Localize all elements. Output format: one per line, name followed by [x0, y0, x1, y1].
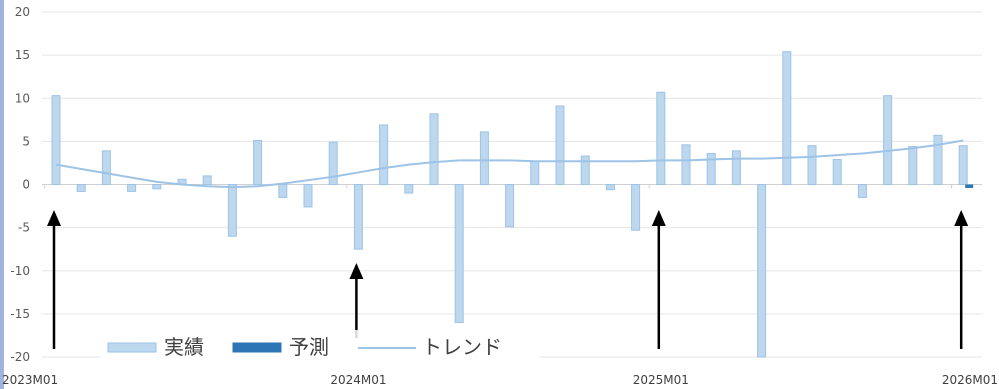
bar-actual	[782, 51, 792, 185]
x-tick-label: 2025M01	[633, 373, 689, 387]
bar-actual	[731, 150, 741, 186]
bar-actual	[883, 95, 893, 185]
y-tick-label: -15	[10, 307, 30, 321]
y-tick-label: 20	[15, 5, 30, 19]
bar-actual	[152, 184, 162, 190]
y-tick-label: 10	[15, 91, 30, 105]
y-tick-label: 0	[22, 178, 30, 192]
y-tick-label: -5	[18, 221, 30, 235]
x-tick-label: 2024M01	[330, 373, 386, 387]
bar-actual	[101, 150, 111, 186]
annotation-arrow	[954, 210, 969, 349]
legend-label: トレンド	[422, 335, 502, 359]
bar-actual	[958, 145, 968, 185]
bar-actual	[227, 184, 237, 237]
legend-background	[100, 330, 540, 358]
bar-actual	[530, 160, 540, 185]
bar-forecast	[965, 184, 974, 188]
bar-actual	[127, 184, 137, 192]
bar-actual	[278, 184, 288, 198]
bar-actual	[505, 184, 515, 228]
bar-actual	[908, 146, 918, 186]
bar-actual	[631, 184, 641, 231]
bar-actual	[757, 184, 767, 358]
left-border-stripe	[0, 0, 4, 389]
bar-actual	[807, 145, 817, 185]
legend-item: 予測	[232, 335, 329, 359]
bar-actual	[832, 158, 842, 186]
annotation-arrow	[47, 210, 61, 349]
legend-item: トレンド	[358, 335, 502, 359]
bar-actual	[555, 105, 565, 185]
bar-actual	[656, 91, 666, 185]
arrow-head	[651, 210, 666, 226]
x-tick-label: 2026M01	[942, 373, 998, 387]
y-tick-label: -20	[10, 350, 30, 364]
legend-item: 実績	[107, 335, 204, 359]
legend-swatch	[232, 342, 282, 353]
bar-actual	[404, 184, 414, 194]
bar-actual	[51, 95, 61, 185]
bar-actual	[681, 144, 691, 185]
y-tick-label: 5	[22, 134, 30, 148]
annotation-arrow	[651, 210, 666, 349]
legend-label: 実績	[164, 335, 204, 359]
arrow-head	[954, 210, 969, 226]
arrow-head	[349, 263, 364, 279]
y-tick-label: 15	[15, 48, 30, 62]
bar-actual	[580, 155, 590, 186]
bar-actual	[933, 134, 943, 185]
annotation-arrow	[349, 263, 364, 338]
bar-actual	[479, 131, 489, 185]
bar-actual	[605, 184, 615, 191]
bar-actual	[454, 184, 464, 323]
arrow-head	[47, 210, 61, 226]
bar-actual	[857, 184, 867, 198]
bar-actual	[76, 184, 86, 192]
bar-actual	[353, 184, 363, 250]
legend-swatch	[107, 342, 157, 353]
x-tick-label: 2023M01	[2, 373, 58, 387]
legend: 実績 予測 トレンド	[100, 330, 540, 359]
bar-actual	[303, 184, 313, 208]
bar-actual	[253, 140, 263, 185]
bar-actual	[379, 124, 389, 186]
bar-actual	[328, 141, 338, 186]
y-tick-label: -10	[10, 264, 30, 278]
trend-line	[55, 139, 964, 189]
legend-label: 予測	[289, 335, 329, 359]
bar-actual	[429, 113, 439, 185]
bar-actual	[202, 175, 212, 185]
bar-actual	[706, 152, 716, 185]
